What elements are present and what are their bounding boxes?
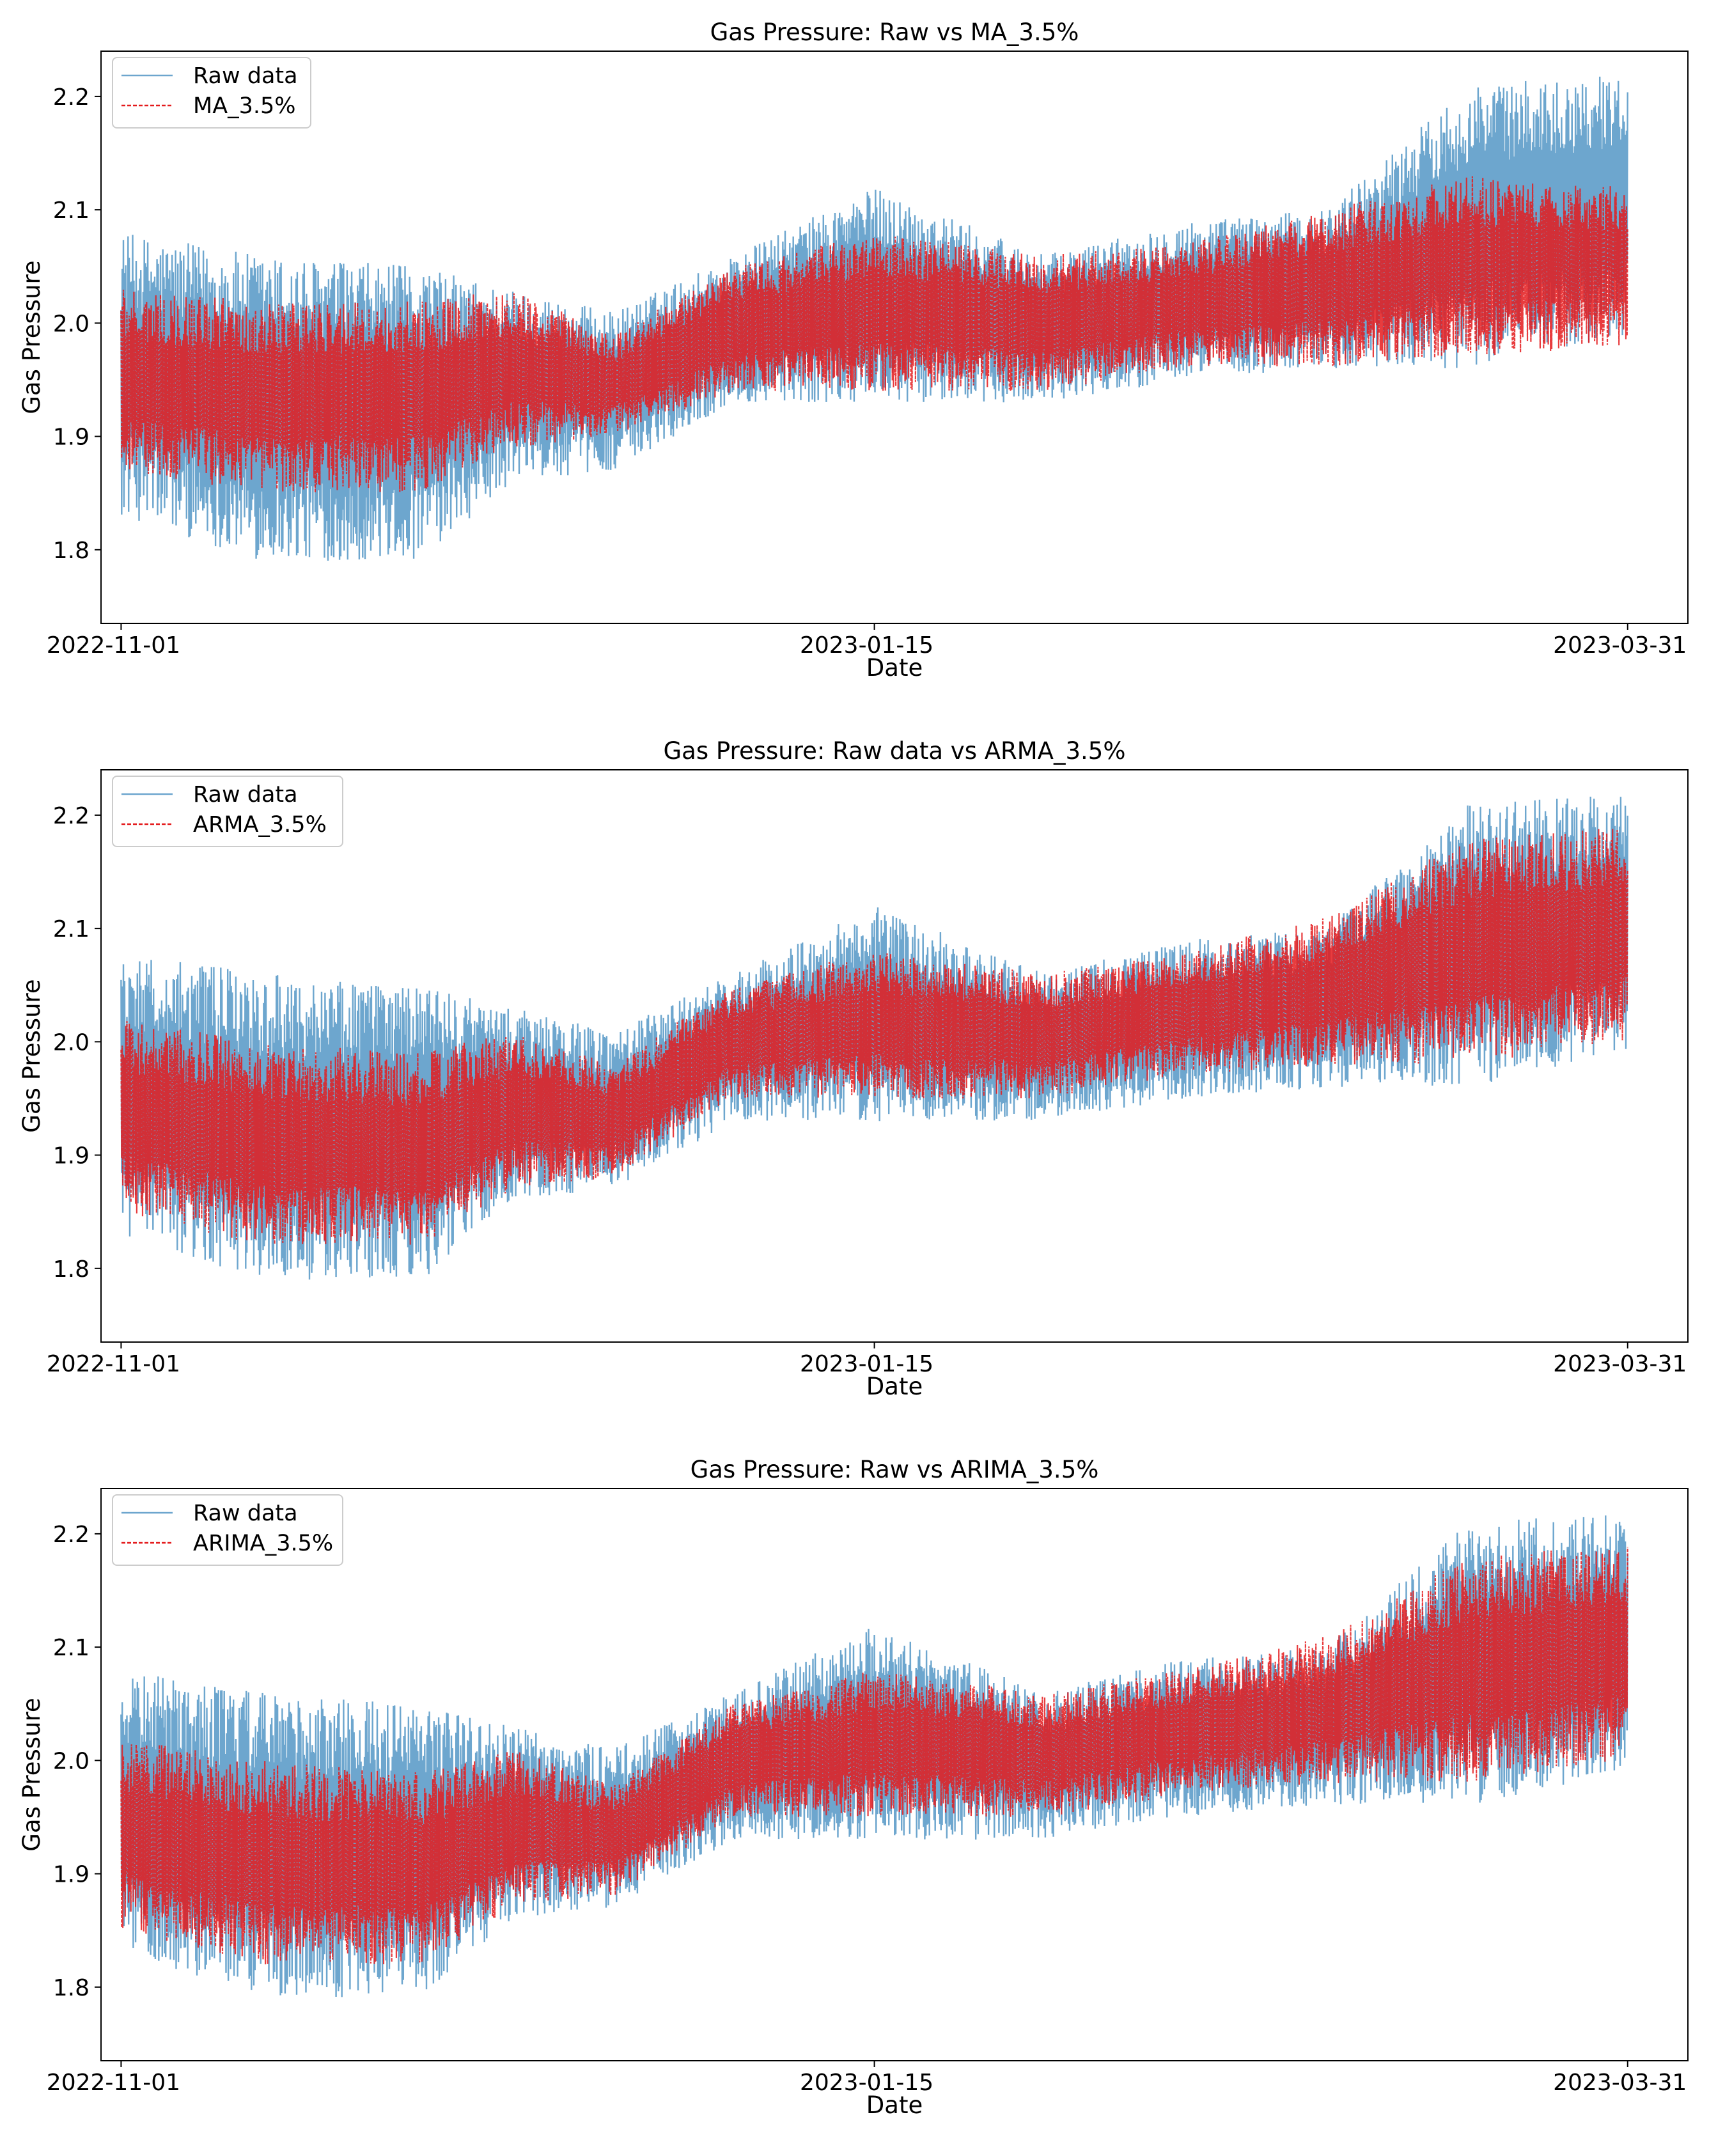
legend-label-model: ARMA_3.5% [193, 812, 327, 838]
plot-frame [100, 1488, 1689, 2061]
y-tick-label: 1.8 [53, 538, 90, 564]
x-axis-label: Date [866, 2091, 923, 2119]
x-axis-label: Date [866, 1373, 923, 1400]
legend: Raw data MA_3.5% [112, 57, 311, 129]
y-tick-label: 1.9 [53, 425, 90, 451]
chart-panel-arma: Gas Pressure: Raw data vs ARMA_3.5% 1.8 1.… [0, 719, 1709, 1437]
chart-title: Gas Pressure: Raw data vs ARMA_3.5% [664, 737, 1126, 765]
x-tick-label: 2022-11-01 [47, 1351, 180, 1377]
legend-label-model: ARIMA_3.5% [193, 1531, 333, 1556]
legend-label-model: MA_3.5% [193, 93, 296, 119]
y-axis-label: Gas Pressure [18, 979, 45, 1132]
legend-label-raw-data: Raw data [193, 1501, 298, 1526]
x-tick-label: 2023-03-31 [1553, 1351, 1687, 1377]
plot-frame [100, 769, 1689, 1343]
legend: Raw data ARIMA_3.5% [112, 1494, 343, 1566]
legend: Raw data ARMA_3.5% [112, 776, 343, 847]
x-tick-label: 2022-11-01 [47, 2070, 180, 2096]
x-tick-label: 2023-01-15 [800, 632, 933, 659]
x-tick-label: 2023-01-15 [800, 2070, 933, 2096]
y-tick-label: 1.9 [53, 1143, 90, 1169]
x-tick-label: 2023-01-15 [800, 1351, 933, 1377]
x-tick-label: 2023-03-31 [1553, 632, 1687, 659]
y-tick-label: 1.8 [53, 1975, 90, 2001]
y-tick-label: 2.1 [53, 916, 90, 942]
y-tick-label: 2.2 [53, 803, 90, 829]
chart-title: Gas Pressure: Raw vs MA_3.5% [710, 19, 1079, 46]
legend-label-raw-data: Raw data [193, 782, 298, 808]
y-tick-label: 2.0 [53, 1748, 90, 1774]
y-tick-label: 2.0 [53, 311, 90, 337]
chart-panel-arima: Gas Pressure: Raw vs ARIMA_3.5% 1.8 1.9 2.0… [0, 1437, 1709, 2156]
y-tick-label: 2.1 [53, 1635, 90, 1661]
y-tick-label: 1.9 [53, 1862, 90, 1888]
x-tick-label: 2023-03-31 [1553, 2070, 1687, 2096]
y-axis-label: Gas Pressure [18, 1698, 45, 1851]
legend-label-raw-data: Raw data [193, 63, 298, 89]
chart-svg: Gas Pressure: Raw vs MA_3.5% 1.8 1.9 2.0 2.1… [18, 19, 1689, 682]
y-tick-label: 2.0 [53, 1029, 90, 1056]
y-tick-label: 2.2 [53, 84, 90, 111]
y-axis-label: Gas Pressure [18, 260, 45, 414]
x-tick-label: 2022-11-01 [47, 632, 180, 659]
chart-title: Gas Pressure: Raw vs ARIMA_3.5% [691, 1456, 1099, 1483]
chart-svg: Gas Pressure: Raw data vs ARMA_3.5% 1.8 1.… [18, 737, 1689, 1400]
chart-svg: Gas Pressure: Raw vs ARIMA_3.5% 1.8 1.9 2.0… [18, 1456, 1689, 2119]
y-tick-label: 1.8 [53, 1256, 90, 1283]
chart-panel-ma: Gas Pressure: Raw vs MA_3.5% 1.8 1.9 2.0 2.1… [0, 0, 1709, 719]
x-axis-label: Date [866, 654, 923, 682]
series-line-model [120, 829, 1628, 1245]
y-tick-label: 2.2 [53, 1522, 90, 1548]
y-tick-label: 2.1 [53, 198, 90, 224]
series-line-model [120, 176, 1628, 493]
series-line-model [120, 1547, 1628, 1965]
plot-frame [100, 51, 1689, 624]
